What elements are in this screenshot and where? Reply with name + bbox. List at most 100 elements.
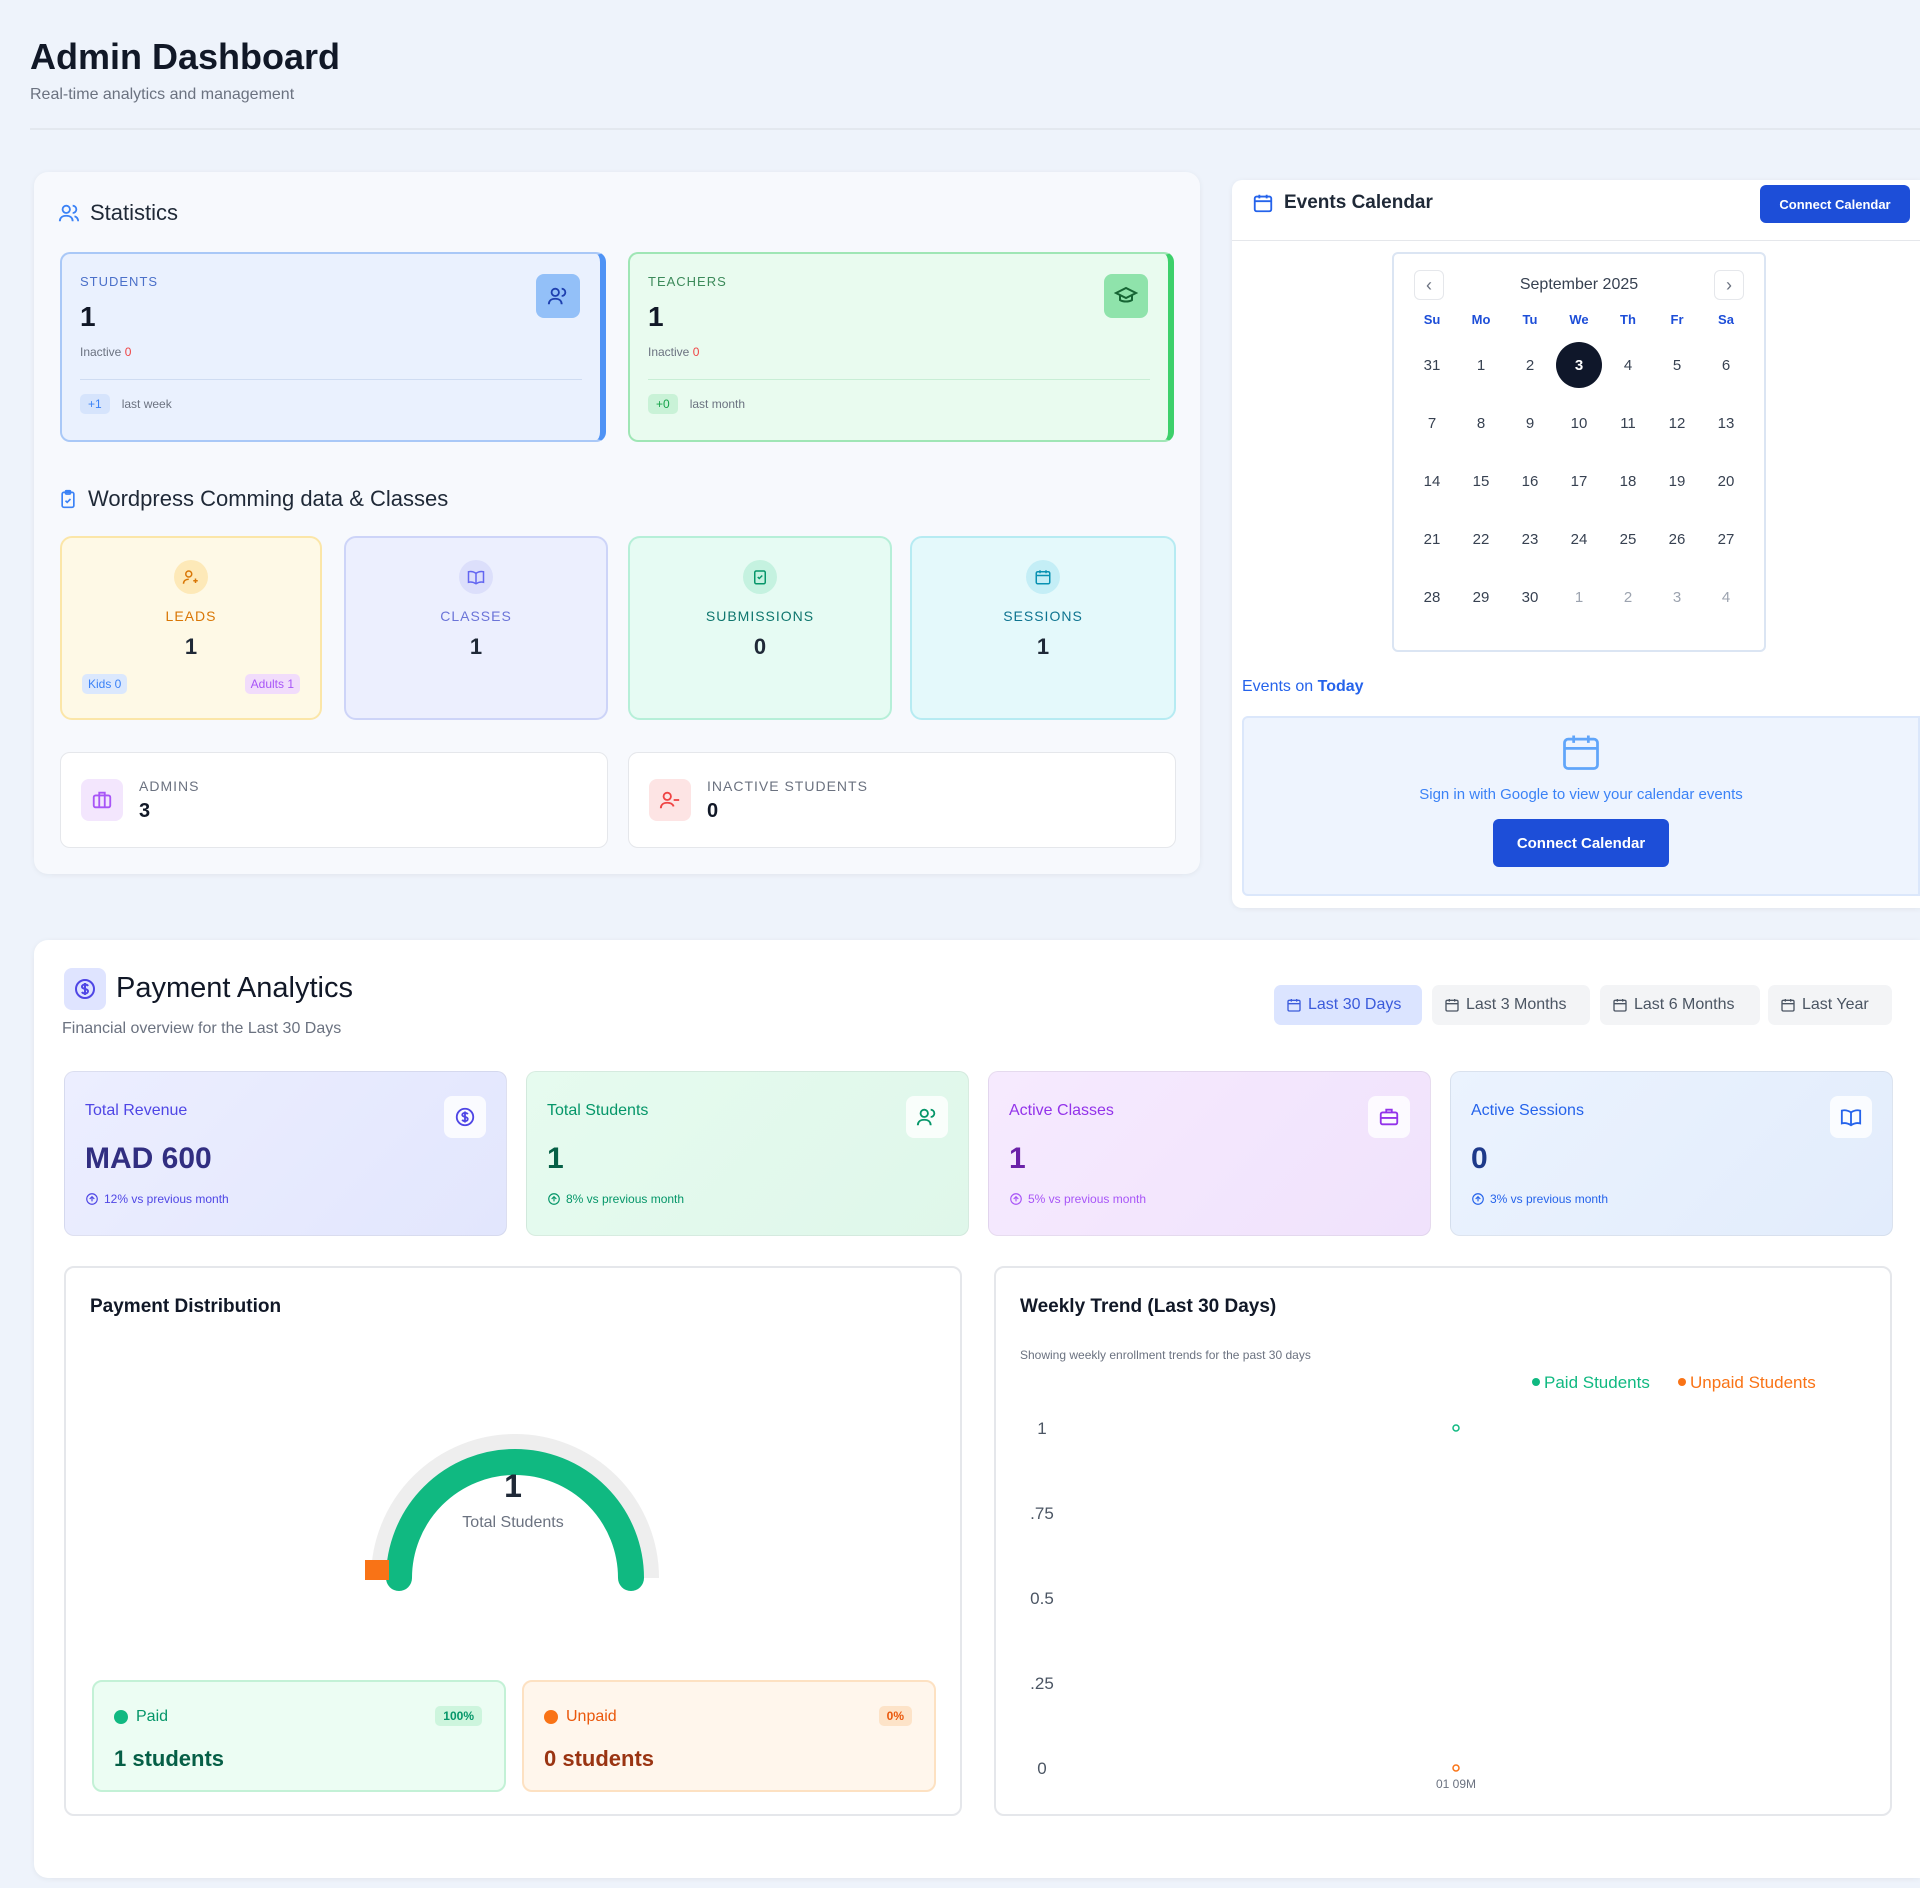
range-label: Last 3 Months — [1466, 996, 1567, 1013]
students-value: 1 — [80, 301, 96, 332]
range-button-last-30-days[interactable]: Last 30 Days — [1274, 985, 1422, 1025]
calendar-day[interactable]: 30 — [1521, 588, 1539, 606]
calendar-day[interactable]: 10 — [1570, 414, 1588, 432]
calendar-icon — [1444, 997, 1460, 1013]
calendar-day[interactable]: 15 — [1472, 472, 1490, 490]
calendar-day[interactable]: 4 — [1721, 588, 1731, 606]
inactive-students-card[interactable]: INACTIVE STUDENTS 0 — [628, 752, 1176, 848]
range-button-last-year[interactable]: Last Year — [1768, 985, 1892, 1025]
gauge-chart — [365, 1434, 659, 1591]
calendar-day[interactable]: 2 — [1623, 588, 1633, 606]
trend-title: Weekly Trend (Last 30 Days) — [1020, 1296, 1277, 1317]
sessions-card[interactable]: SESSIONS 1 — [910, 536, 1176, 720]
teachers-card[interactable]: TEACHERS 1 Inactive 0 +0 last month — [628, 252, 1174, 442]
total-revenue-change: 12% vs previous month — [85, 1192, 486, 1206]
page-subtitle: Real-time analytics and management — [30, 86, 295, 103]
calendar-day[interactable]: 19 — [1668, 472, 1686, 490]
events-today-label: Today — [1317, 678, 1364, 695]
calendar-day[interactable]: 11 — [1620, 414, 1636, 432]
calendar-day[interactable]: 28 — [1423, 588, 1441, 606]
range-label: Last 6 Months — [1634, 996, 1735, 1013]
students-card[interactable]: STUDENTS 1 Inactive 0 +1 last week — [60, 252, 606, 442]
calendar-day[interactable]: 1 — [1574, 588, 1584, 606]
gauge-paid-arc — [386, 1449, 644, 1591]
legend-label: Paid Students — [1544, 1373, 1650, 1392]
dollar-icon — [64, 968, 106, 1010]
classes-card[interactable]: CLASSES 1 — [344, 536, 608, 720]
teachers-period: last month — [689, 397, 746, 411]
book-icon — [1830, 1096, 1872, 1138]
calendar-day[interactable]: 2 — [1525, 356, 1535, 374]
point-paid-students[interactable] — [1452, 1424, 1460, 1432]
calendar-day[interactable]: 18 — [1619, 472, 1637, 490]
total-students-value: 1 — [547, 1142, 564, 1175]
calendar-day[interactable]: 20 — [1717, 472, 1735, 490]
connect-calendar-button[interactable]: Connect Calendar — [1493, 819, 1669, 867]
calendar-day[interactable]: 25 — [1619, 530, 1637, 548]
users-icon — [906, 1096, 948, 1138]
sessions-label: SESSIONS — [1003, 608, 1083, 624]
calendar-day[interactable]: 3 — [1672, 588, 1682, 606]
calendar-day[interactable]: 21 — [1423, 530, 1441, 548]
total-revenue-label: Total Revenue — [85, 1102, 188, 1119]
range-button-last-3-months[interactable]: Last 3 Months — [1432, 985, 1590, 1025]
students-delta: +1 — [80, 394, 110, 414]
header-divider — [30, 128, 1920, 130]
calendar-day[interactable]: 24 — [1570, 530, 1588, 548]
teachers-footer: +0 last month — [648, 394, 1150, 414]
dollar-icon — [444, 1096, 486, 1138]
calendar-day[interactable]: 1 — [1476, 356, 1486, 374]
calendar-day[interactable]: 5 — [1672, 356, 1682, 374]
total-revenue-card[interactable]: Total Revenue MAD 600 12% vs previous mont… — [64, 1071, 507, 1236]
calendar-day[interactable]: 14 — [1423, 472, 1441, 490]
calendar-icon — [1780, 997, 1796, 1013]
calendar-day[interactable]: 13 — [1717, 414, 1735, 432]
leads-value: 1 — [184, 634, 198, 659]
range-button-last-6-months[interactable]: Last 6 Months — [1600, 985, 1760, 1025]
unpaid-summary-card[interactable]: Unpaid 0% 0 students — [522, 1680, 936, 1792]
inactive-students-label: INACTIVE STUDENTS — [707, 777, 868, 794]
user-minus-icon — [649, 779, 691, 821]
submission-icon — [743, 560, 777, 594]
leads-card[interactable]: LEADS 1 Kids 0 Adults 1 — [60, 536, 322, 720]
calendar-day[interactable]: 22 — [1472, 530, 1490, 548]
calendar-day[interactable]: 9 — [1525, 414, 1535, 432]
calendar-day[interactable]: 4 — [1623, 356, 1633, 374]
point-unpaid-students[interactable] — [1452, 1764, 1460, 1772]
active-classes-value: 1 — [1009, 1142, 1026, 1175]
graduation-cap-icon — [1104, 274, 1148, 318]
trend-up-icon — [547, 1192, 561, 1206]
distribution-title: Payment Distribution — [90, 1296, 282, 1317]
calendar-heading: Events Calendar — [1252, 192, 1433, 214]
calendar-day[interactable]: 8 — [1476, 414, 1486, 432]
total-students-card[interactable]: Total Students 1 8% vs previous month — [526, 1071, 969, 1236]
calendar-day[interactable]: 6 — [1721, 356, 1731, 374]
prev-month-button[interactable]: ‹ — [1414, 270, 1444, 300]
calendar-day[interactable]: 27 — [1717, 530, 1735, 548]
calendar-day[interactable]: 16 — [1521, 472, 1539, 490]
adults-tag: Adults 1 — [244, 674, 300, 694]
calendar-day[interactable]: 26 — [1668, 530, 1686, 548]
user-plus-icon — [174, 560, 208, 594]
active-sessions-label: Active Sessions — [1471, 1102, 1584, 1119]
calendar-day[interactable]: 23 — [1521, 530, 1539, 548]
paid-percent: 100% — [435, 1706, 482, 1726]
admins-card[interactable]: ADMINS 3 — [60, 752, 608, 848]
day-name: Mo — [1471, 312, 1491, 327]
calendar-day-today[interactable]: 3 — [1555, 336, 1604, 394]
students-divider — [80, 379, 582, 380]
connect-calendar-top-button[interactable]: Connect Calendar — [1760, 185, 1910, 223]
statistics-panel: Statistics STUDENTS 1 Inactive 0 +1 last… — [34, 172, 1200, 874]
classes-label: CLASSES — [440, 608, 512, 624]
calendar-day[interactable]: 12 — [1668, 414, 1686, 432]
calendar-day[interactable]: 29 — [1472, 588, 1490, 606]
active-sessions-card[interactable]: Active Sessions 0 3% vs previous month — [1450, 1071, 1893, 1236]
next-month-button[interactable]: › — [1714, 270, 1744, 300]
calendar-day[interactable]: 17 — [1570, 472, 1588, 490]
submissions-value: 0 — [753, 634, 767, 659]
calendar-day[interactable]: 31 — [1423, 356, 1441, 374]
active-classes-card[interactable]: Active Classes 1 5% vs previous month — [988, 1071, 1431, 1236]
paid-summary-card[interactable]: Paid 100% 1 students — [92, 1680, 506, 1792]
calendar-day[interactable]: 7 — [1427, 414, 1437, 432]
submissions-card[interactable]: SUBMISSIONS 0 — [628, 536, 892, 720]
